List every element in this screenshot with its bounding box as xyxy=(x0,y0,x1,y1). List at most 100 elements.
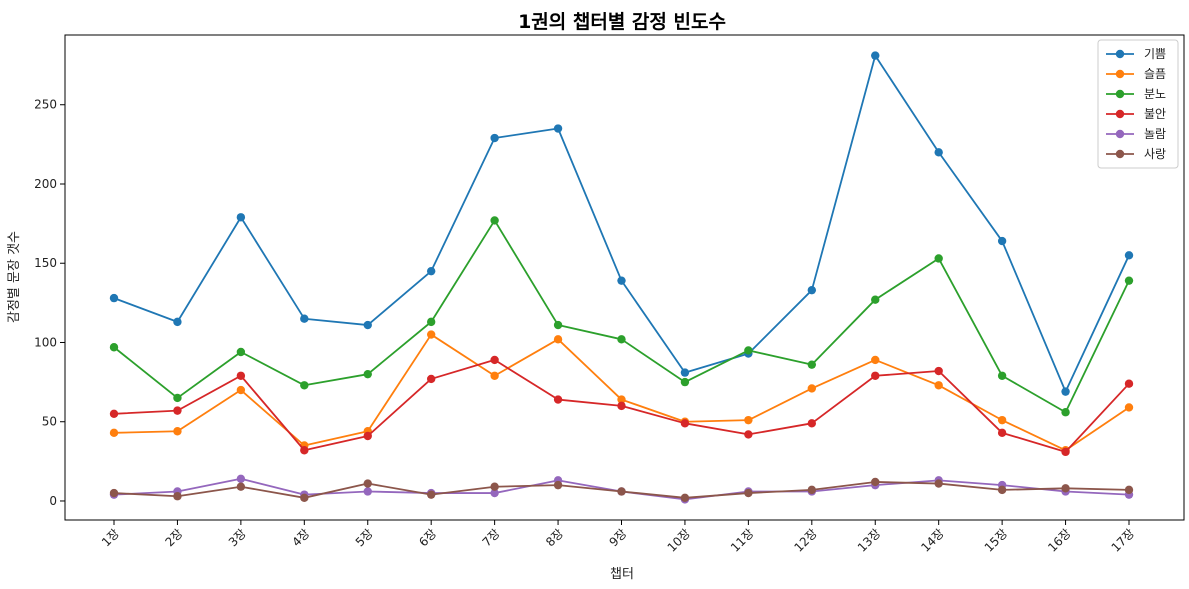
data-point xyxy=(997,428,1007,438)
x-tick-label: 10장 xyxy=(665,526,694,555)
data-point xyxy=(173,406,182,415)
data-point xyxy=(426,374,436,384)
data-point xyxy=(1061,447,1070,457)
series-line xyxy=(113,333,1130,452)
x-tick-label: 13장 xyxy=(855,526,884,555)
data-point xyxy=(236,213,246,222)
data-point xyxy=(173,427,182,436)
y-axis-label: 감정별 문장 갯수 xyxy=(7,231,22,323)
data-point xyxy=(109,488,119,498)
legend-item: 사랑 xyxy=(1106,147,1166,161)
legend-label: 놀람 xyxy=(1144,127,1166,141)
y-tick-label: 0 xyxy=(49,494,57,508)
legend-label: 사랑 xyxy=(1144,147,1166,161)
x-axis-label: 챕터 xyxy=(610,567,634,582)
chart-title: 1권의 챕터별 감정 빈도수 xyxy=(518,11,726,33)
data-point xyxy=(1061,408,1070,417)
data-point xyxy=(1124,485,1134,495)
x-tick-label: 6장 xyxy=(416,526,439,549)
x-tick-label: 5장 xyxy=(353,526,376,549)
x-tick-label: 17장 xyxy=(1109,526,1138,555)
data-point xyxy=(236,347,246,357)
x-tick-label: 14장 xyxy=(918,526,947,555)
data-point xyxy=(426,317,436,327)
data-point xyxy=(680,493,690,503)
data-point xyxy=(300,493,309,503)
y-axis: 0 50 100 150 200 250 xyxy=(34,98,65,508)
data-point xyxy=(680,368,690,377)
data-point xyxy=(871,355,880,365)
data-point xyxy=(934,381,943,390)
x-tick-label: 16장 xyxy=(1045,526,1074,555)
x-tick-label: 1장 xyxy=(99,526,122,549)
x-tick-label: 3장 xyxy=(226,526,249,549)
legend-label: 기쁨 xyxy=(1144,47,1166,61)
data-point xyxy=(109,343,119,352)
data-point xyxy=(617,335,626,344)
data-point xyxy=(617,401,626,411)
series-layer xyxy=(109,51,1134,504)
data-point xyxy=(553,335,563,344)
data-point xyxy=(109,409,119,419)
y-tick-label: 150 xyxy=(34,256,57,270)
data-point xyxy=(617,487,626,496)
data-point xyxy=(490,371,499,380)
data-point xyxy=(680,377,690,387)
legend-item: 불안 xyxy=(1106,107,1166,121)
data-point xyxy=(1124,251,1134,260)
series-1 xyxy=(109,51,1134,396)
data-point xyxy=(1124,379,1134,388)
data-point xyxy=(300,381,309,390)
x-tick-label: 9장 xyxy=(607,526,630,549)
data-point xyxy=(934,254,943,263)
data-point xyxy=(426,330,436,339)
data-point xyxy=(934,366,943,376)
data-point xyxy=(363,431,372,441)
x-tick-label: 11장 xyxy=(728,526,757,555)
data-point xyxy=(553,320,563,330)
data-point xyxy=(807,419,817,428)
legend-item: 기쁨 xyxy=(1106,47,1166,61)
data-point xyxy=(1124,403,1134,412)
data-point xyxy=(236,474,246,483)
data-point xyxy=(617,276,626,285)
data-point xyxy=(300,446,309,455)
data-point xyxy=(363,320,372,330)
data-point xyxy=(236,482,246,491)
data-point xyxy=(934,479,943,488)
y-tick-label: 50 xyxy=(42,415,57,429)
data-point xyxy=(871,295,880,304)
data-point xyxy=(997,485,1007,495)
x-tick-label: 8장 xyxy=(543,526,566,549)
data-point xyxy=(173,492,182,501)
data-point xyxy=(997,415,1007,425)
legend-item: 분노 xyxy=(1106,87,1166,101)
data-point xyxy=(744,488,753,498)
data-point xyxy=(426,266,436,276)
data-point xyxy=(300,314,309,323)
data-point xyxy=(871,477,880,487)
data-point xyxy=(871,51,880,60)
series-4 xyxy=(109,355,1134,457)
data-point xyxy=(1061,484,1070,493)
data-point xyxy=(553,124,563,133)
data-point xyxy=(807,384,817,393)
legend-marker xyxy=(1115,69,1125,79)
data-point xyxy=(109,293,119,303)
x-tick-label: 4장 xyxy=(289,526,312,549)
data-point xyxy=(744,346,753,355)
data-point xyxy=(997,236,1007,246)
data-point xyxy=(553,395,563,404)
data-point xyxy=(173,393,182,403)
data-point xyxy=(807,485,817,495)
data-point xyxy=(426,490,436,499)
series-3 xyxy=(109,216,1134,417)
plot-area xyxy=(64,34,1185,521)
data-point xyxy=(490,482,499,491)
legend-item: 슬픔 xyxy=(1106,67,1166,81)
legend-marker xyxy=(1115,109,1125,119)
data-point xyxy=(363,487,372,496)
data-point xyxy=(1061,387,1070,396)
